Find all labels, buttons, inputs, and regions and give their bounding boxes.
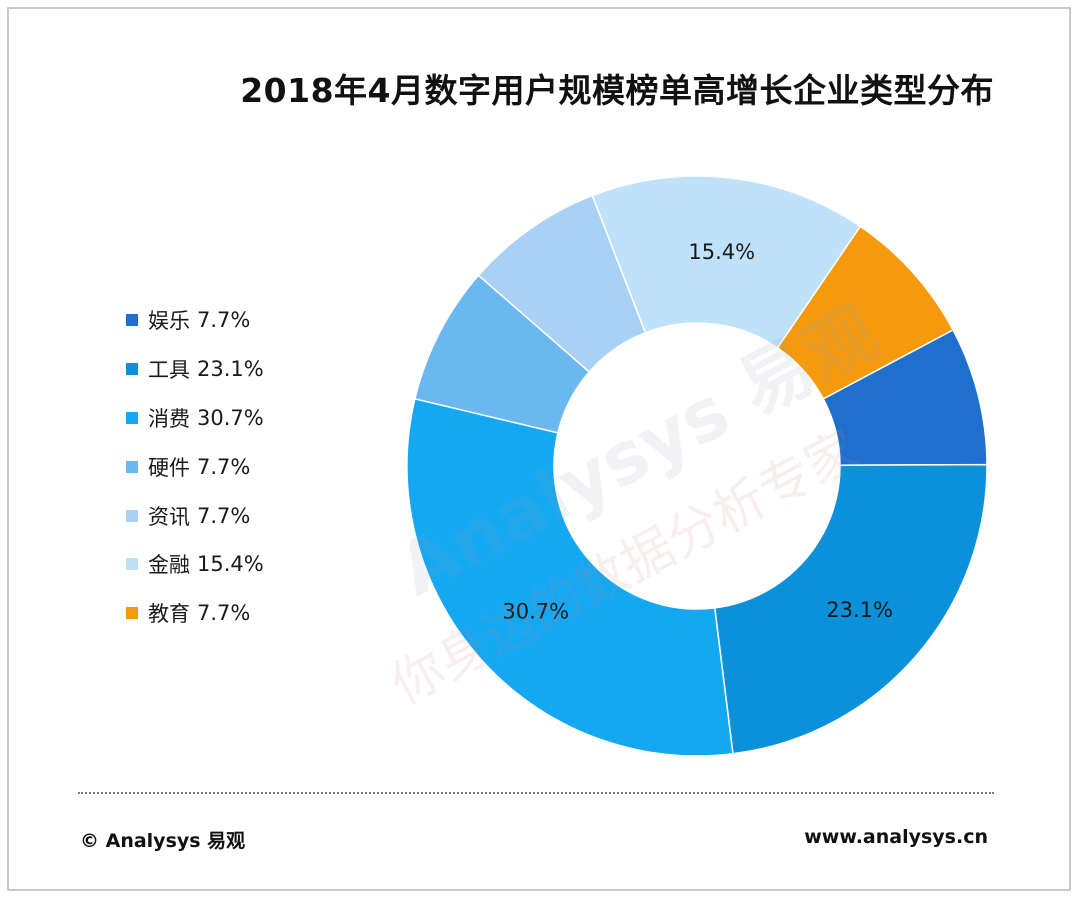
legend-swatch: [126, 558, 138, 571]
donut-slice-labels: 23.1% 30.7% 15.4%: [502, 240, 893, 624]
slice-2: [406, 397, 734, 757]
legend-swatch: [126, 509, 138, 522]
legend-label: 消费: [148, 406, 190, 431]
legend-label: 娱乐: [148, 309, 190, 334]
legend: 娱乐 7.7% 工具 23.1% 消费 30.7% 硬件 7.7% 资讯 7.7…: [126, 296, 264, 638]
slice-label-2: 30.7%: [502, 599, 569, 623]
slice-label-1: 23.1%: [826, 598, 893, 622]
legend-swatch: [126, 411, 138, 424]
legend-swatch: [126, 314, 138, 327]
website-link[interactable]: www.analysys.cn: [804, 826, 988, 848]
legend-item-tools: 工具 23.1%: [126, 345, 264, 394]
legend-item-finance: 金融 15.4%: [126, 540, 264, 589]
slice-6: [776, 225, 955, 400]
legend-item-news: 资讯 7.7%: [126, 491, 264, 540]
legend-value: 15.4%: [197, 552, 264, 577]
legend-label: 教育: [148, 602, 190, 627]
slice-label-5: 15.4%: [688, 240, 755, 264]
donut-slices: [406, 175, 988, 757]
footer-divider: [78, 792, 994, 794]
legend-value: 7.7%: [197, 503, 251, 528]
legend-value: 23.1%: [197, 357, 264, 382]
chart-title: 2018年4月数字用户规模榜单高增长企业类型分布: [240, 71, 994, 110]
legend-swatch: [126, 460, 138, 473]
legend-label: 金融: [148, 553, 190, 578]
legend-item-hardware: 硬件 7.7%: [126, 442, 264, 491]
legend-value: 30.7%: [197, 405, 264, 430]
legend-label: 资讯: [148, 504, 190, 529]
legend-value: 7.7%: [197, 454, 251, 479]
legend-swatch: [126, 363, 138, 376]
copyright-text: © Analysys 易观: [80, 830, 246, 852]
legend-item-consumer: 消费 30.7%: [126, 394, 264, 443]
slice-1: [713, 463, 988, 755]
legend-value: 7.7%: [197, 601, 251, 626]
legend-swatch: [126, 607, 138, 620]
slice-5: [591, 175, 862, 349]
legend-item-entertainment: 娱乐 7.7%: [126, 296, 264, 345]
legend-value: 7.7%: [197, 308, 251, 333]
legend-item-education: 教育 7.7%: [126, 589, 264, 638]
legend-label: 工具: [148, 358, 190, 383]
legend-label: 硬件: [148, 455, 190, 480]
